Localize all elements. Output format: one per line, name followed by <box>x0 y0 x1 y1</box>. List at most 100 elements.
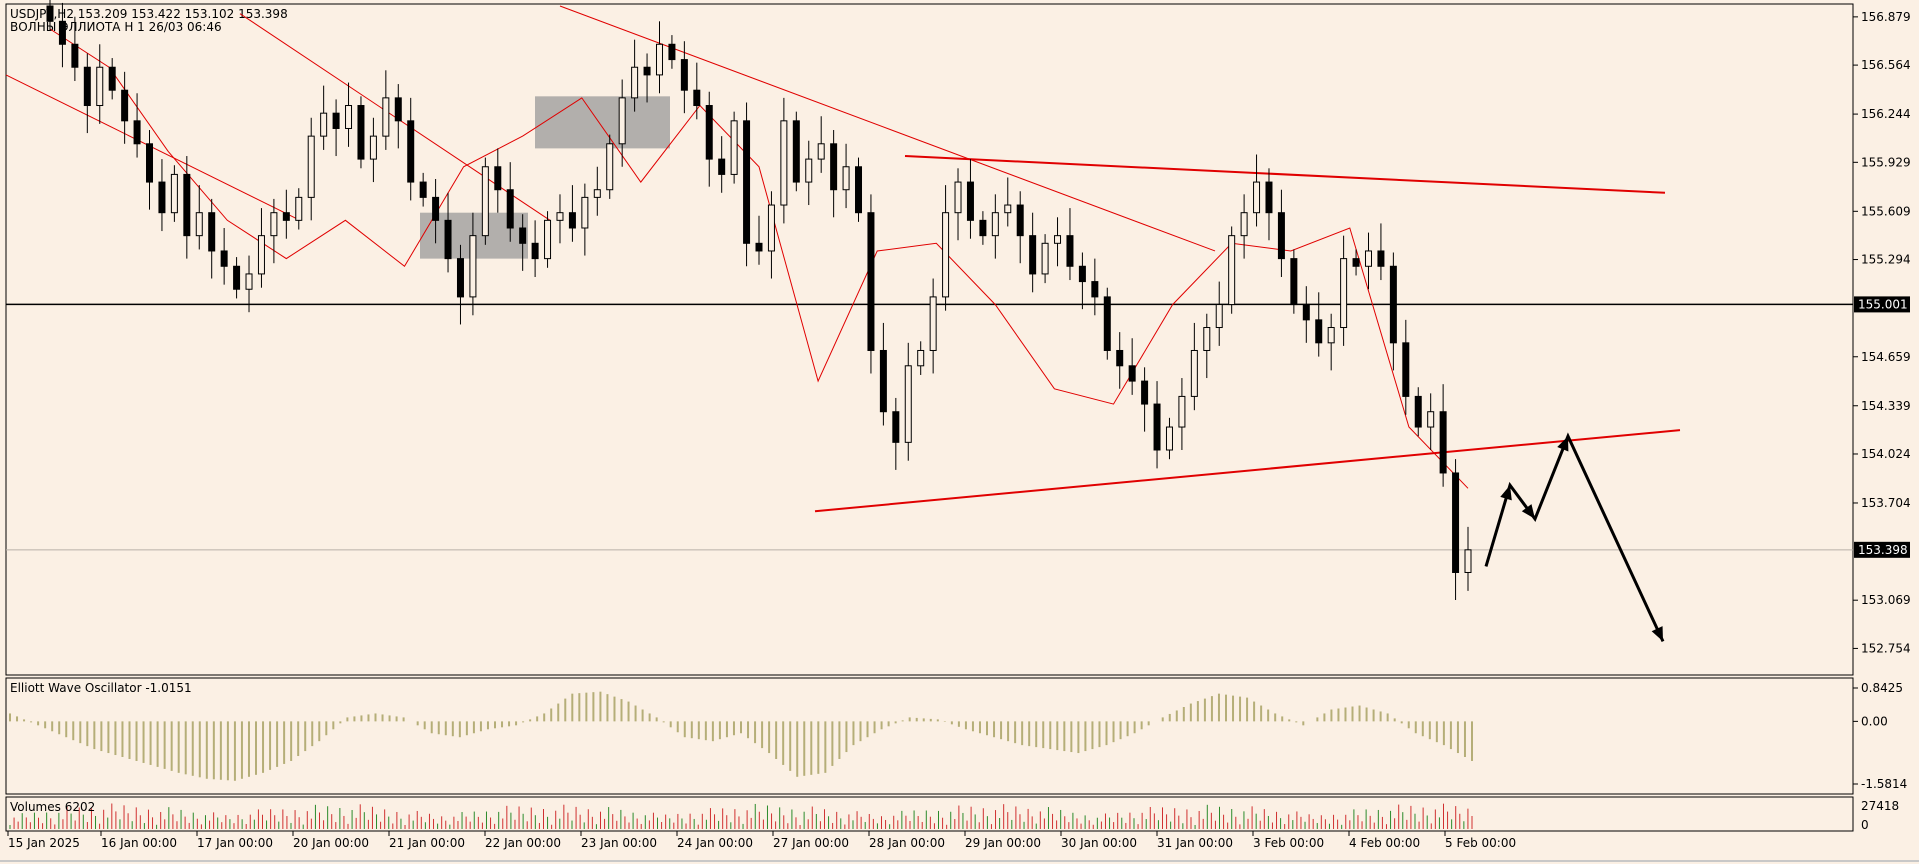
candle-body-down <box>419 181 427 198</box>
candle-body-down <box>1103 296 1111 351</box>
candle-body-down <box>444 219 452 260</box>
price-tick-label: 155.294 <box>1861 253 1911 267</box>
oscillator-tick-label: -1.5814 <box>1861 777 1907 791</box>
candle-body-down <box>568 212 576 229</box>
candle <box>1116 332 1124 389</box>
candle <box>1103 287 1111 360</box>
candle-body-down <box>146 143 154 183</box>
candle <box>1315 292 1323 357</box>
candle <box>108 58 116 100</box>
candle-body-up <box>369 135 377 160</box>
candle-body-down <box>121 89 129 122</box>
candle-body-down <box>1439 411 1447 474</box>
candle-body-down <box>208 212 216 252</box>
candle-body-up <box>1190 349 1198 397</box>
candle <box>1128 338 1136 395</box>
candle <box>432 179 440 244</box>
candle-body-down <box>705 105 713 160</box>
candle <box>1253 154 1261 227</box>
candle-body-down <box>332 112 340 129</box>
candle <box>1091 258 1099 316</box>
candle-body-down <box>1141 380 1149 405</box>
time-tick-label: 21 Jan 00:00 <box>389 836 465 850</box>
price-tick-label: 156.244 <box>1861 107 1911 121</box>
candle-body-up <box>1427 411 1435 428</box>
main-panel-border <box>5 3 1854 676</box>
candle <box>1340 235 1348 346</box>
candle-body-up <box>581 196 589 229</box>
candle <box>133 93 141 158</box>
oscillator-label: Elliott Wave Oscillator -1.0151 <box>10 681 192 695</box>
candle <box>544 211 552 268</box>
time-tick-label: 31 Jan 00:00 <box>1157 836 1233 850</box>
time-tick-label: 22 Jan 00:00 <box>485 836 561 850</box>
candle <box>954 168 962 241</box>
candle <box>332 99 340 157</box>
time-axis: 15 Jan 2025 16 Jan 00:00 17 Jan 00:00 20 Ja… <box>7 831 1516 850</box>
time-tick-label: 28 Jan 00:00 <box>869 836 945 850</box>
candle <box>1452 459 1460 601</box>
candle-body-up <box>1165 426 1173 451</box>
candle <box>83 53 91 134</box>
oscillator-tick-label: 0.8425 <box>1861 681 1903 695</box>
candle <box>743 102 751 267</box>
candle <box>1141 367 1149 432</box>
candle-body-up <box>730 120 738 175</box>
candle-body-down <box>506 189 514 229</box>
candle-body-up <box>842 166 850 191</box>
candle-body-down <box>531 242 539 260</box>
time-tick-label: 5 Feb 00:00 <box>1445 836 1516 850</box>
candle-body-up <box>320 112 328 137</box>
candle <box>1302 286 1310 343</box>
candle-body-down <box>792 120 800 183</box>
candle <box>1389 252 1397 371</box>
candle <box>282 189 290 239</box>
candle-body-up <box>805 158 813 183</box>
time-tick-label: 16 Jan 00:00 <box>101 836 177 850</box>
highlight-box <box>535 96 670 149</box>
candle <box>1215 281 1223 346</box>
candle <box>456 244 464 325</box>
candle-body-down <box>432 196 440 221</box>
candle <box>618 79 626 167</box>
candle <box>842 143 850 209</box>
candle <box>46 0 54 31</box>
candle <box>407 97 415 201</box>
forecast-arrow <box>1484 432 1665 643</box>
candle <box>1066 208 1074 281</box>
candle <box>1054 217 1062 267</box>
oscillator-bars <box>9 691 1473 781</box>
candle-body-down <box>755 242 763 252</box>
candle-body-up <box>1364 250 1372 267</box>
candle-body-up <box>469 235 477 298</box>
candle <box>245 255 253 313</box>
candle-body-up <box>917 349 925 367</box>
candle-body-down <box>183 173 191 237</box>
candle-body-down <box>220 250 228 267</box>
candle <box>382 70 390 150</box>
candle-body-down <box>1377 250 1385 267</box>
candle-body-up <box>655 43 663 76</box>
candle <box>1352 249 1360 276</box>
current-price-box <box>1854 541 1910 558</box>
candle <box>1153 381 1161 469</box>
price-tick-label: 156.564 <box>1861 58 1911 72</box>
candle <box>257 208 265 288</box>
forecast-arrowhead <box>1521 504 1535 519</box>
candle-body-down <box>1078 265 1086 283</box>
candle <box>345 82 353 147</box>
candle-body-down <box>494 166 502 191</box>
candle <box>158 159 166 232</box>
candle <box>233 257 241 299</box>
volume-panel-border <box>5 796 1854 832</box>
candle-body-up <box>257 235 265 275</box>
volume-tick-label: 0 <box>1861 818 1869 832</box>
candle-body-down <box>979 219 987 237</box>
time-tick-label: 24 Jan 00:00 <box>677 836 753 850</box>
candle-body-up <box>556 212 564 221</box>
candle <box>693 62 701 120</box>
candle <box>1414 387 1422 437</box>
candle <box>718 136 726 193</box>
candle <box>655 21 663 94</box>
